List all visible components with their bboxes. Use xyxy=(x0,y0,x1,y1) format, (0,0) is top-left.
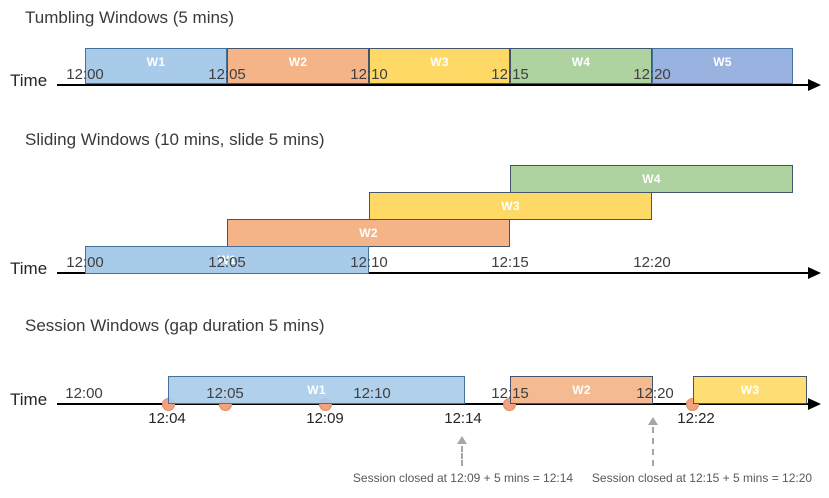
sliding-window-w4: W4 xyxy=(510,165,793,193)
tumbling-window-w4: W4 xyxy=(510,48,652,84)
sliding-tick: 12:20 xyxy=(633,254,671,271)
event-time-label: 12:14 xyxy=(444,410,482,427)
window-label: W2 xyxy=(572,383,591,397)
window-label: W2 xyxy=(288,55,308,69)
tumbling-time-label: Time xyxy=(10,71,48,90)
session-tick: 12:15 xyxy=(491,385,529,402)
event-time-label: 12:09 xyxy=(306,410,344,427)
window-label: W3 xyxy=(501,199,520,213)
sliding-window-w1: W1 xyxy=(85,246,369,274)
tumbling-window-w5: W5 xyxy=(652,48,793,84)
session-axis xyxy=(57,403,810,405)
sliding-window-w2: W2 xyxy=(227,219,510,247)
window-label: W4 xyxy=(571,55,591,69)
tumbling-window-w1: W1 xyxy=(85,48,227,84)
window-label: W3 xyxy=(430,55,449,69)
sliding-tick: 12:00 xyxy=(66,254,104,271)
session-axis-arrow-icon xyxy=(808,398,821,410)
window-label: W3 xyxy=(740,383,760,397)
session-tick: 12:20 xyxy=(636,385,674,402)
sliding-title: Sliding Windows (10 mins, slide 5 mins) xyxy=(25,130,325,149)
tumbling-title: Tumbling Windows (5 mins) xyxy=(25,8,235,27)
sliding-axis xyxy=(57,272,810,274)
session-tick: 12:00 xyxy=(65,385,103,402)
session-tick: 12:10 xyxy=(353,385,391,402)
session-title: Session Windows (gap duration 5 mins) xyxy=(25,316,325,335)
sliding-time-label: Time xyxy=(10,259,48,278)
sliding-tick: 12:15 xyxy=(491,254,529,271)
window-label: W1 xyxy=(307,383,326,397)
sliding-tick: 12:05 xyxy=(208,254,246,271)
tumbling-tick: 12:05 xyxy=(208,66,246,83)
window-label: W1 xyxy=(217,253,237,267)
tumbling-window-w3: W3 xyxy=(369,48,510,84)
tumbling-tick: 12:10 xyxy=(350,66,388,83)
tumbling-window-w2: W2 xyxy=(227,48,369,84)
callout-arrow-up-icon xyxy=(648,417,658,425)
event-time-label: 12:22 xyxy=(677,410,715,427)
window-label: W4 xyxy=(642,172,661,186)
session-window-w1: W1 xyxy=(168,376,465,404)
session-window-w3: W3 xyxy=(693,376,807,404)
session-time-label: Time xyxy=(10,390,48,409)
window-label: W2 xyxy=(359,226,378,240)
session-closed-annotation: Session closed at 12:15 + 5 mins = 12:20 xyxy=(591,471,813,485)
window-label: W1 xyxy=(146,55,166,69)
event-time-label: 12:04 xyxy=(148,410,186,427)
callout-dash-line xyxy=(461,446,463,466)
tumbling-tick: 12:15 xyxy=(491,66,529,83)
session-window-w2: W2 xyxy=(510,376,653,404)
sliding-tick: 12:10 xyxy=(350,254,388,271)
callout-dash-line xyxy=(652,427,654,466)
tumbling-axis xyxy=(57,84,810,86)
tumbling-tick: 12:00 xyxy=(66,66,104,83)
callout-arrow-up-icon xyxy=(457,436,467,444)
tumbling-axis-arrow-icon xyxy=(808,79,821,91)
window-label: W5 xyxy=(713,55,732,69)
sliding-axis-arrow-icon xyxy=(808,267,821,279)
tumbling-tick: 12:20 xyxy=(633,66,671,83)
session-tick: 12:05 xyxy=(206,385,244,402)
session-closed-annotation: Session closed at 12:09 + 5 mins = 12:14 xyxy=(352,471,574,485)
sliding-window-w3: W3 xyxy=(369,192,652,220)
